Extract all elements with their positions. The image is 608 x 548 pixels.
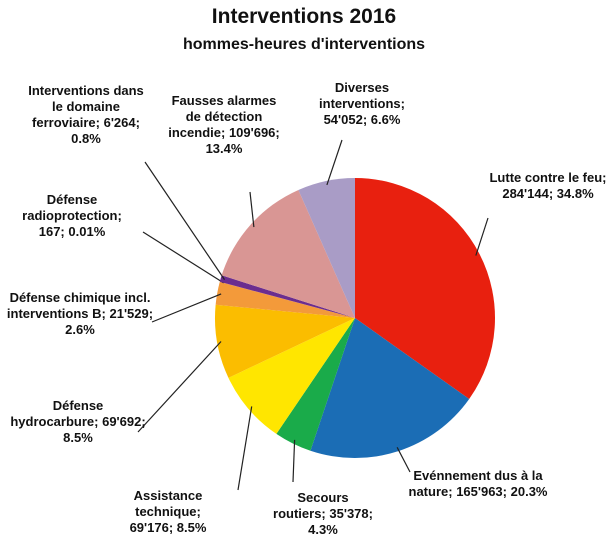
slice-label: Assistance technique; 69'176; 8.5% [113,488,223,536]
leader-line [144,161,226,280]
leader-line [142,231,224,284]
label-part: Secours routiers; [273,490,349,521]
leader-line [292,439,296,483]
pie-slice [215,304,355,378]
label-part: Interventions dans le domaine ferroviair… [28,83,144,130]
slice-label: Interventions dans le domaine ferroviair… [21,83,151,147]
leader-line [137,341,222,433]
slice-label: Défense radioprotection; 167; 0.01% [17,192,127,240]
label-part: 13.4% [205,141,243,156]
label-part: 69'176; [129,520,174,535]
label-part: 284'144; [502,186,554,201]
leader-line [326,139,343,186]
slice-label: Secours routiers; 35'378; 4.3% [273,490,373,538]
label-part: 34.8% [556,186,594,201]
label-part: 0.8% [71,131,101,146]
label-part: Diverses interventions; [319,80,405,111]
slice-label: Fausses alarmes de détection incendie; 1… [164,93,284,157]
label-part: Assistance technique; [133,488,203,519]
slice-label: Lutte contre le feu; 284'144; 34.8% [488,170,608,202]
label-part: 2.6% [65,322,95,337]
slice-label: Diverses interventions; 54'052; 6.6% [297,80,427,128]
pie-slice [276,318,355,451]
leader-line [237,406,253,491]
pie-slice [219,275,355,318]
slice-label: Défense chimique incl. interventions B; … [5,290,155,338]
pie-slice [310,318,470,458]
label-part: Evénnement dus à la nature; [408,468,543,499]
pie-slice [355,178,495,399]
label-part: 6'264; [103,115,140,130]
label-part: Défense chimique incl. interventions B; [6,290,151,321]
label-part: 109'696; [228,125,280,140]
slice-label: Défense hydrocarbure; 69'692; 8.5% [8,398,148,446]
chart-title: Interventions 2016 [211,5,397,28]
label-part: 167; [38,224,65,239]
leader-line [151,293,222,323]
leader-line [396,447,411,473]
label-part: 8.5% [63,430,93,445]
label-part: 165'963; [456,484,507,499]
label-part: 8.5% [176,520,207,535]
leader-line [249,191,255,228]
label-part: Fausses alarmes de détection incendie; [168,93,277,140]
pie-slice [298,178,355,318]
label-part: 20.3% [510,484,548,499]
label-part: Lutte contre le feu; [489,170,607,185]
pie-slice [215,281,355,318]
label-part: 35'378; [329,506,373,521]
label-part: 21'529; [109,306,154,321]
label-part: 6.6% [370,112,401,127]
label-part: Défense radioprotection; [22,192,122,223]
label-part: 69'692; [102,414,146,429]
label-part: 0.01% [68,224,106,239]
slice-label: Evénnement dus à la nature; 165'963; 20.… [408,468,548,500]
label-part: Défense hydrocarbure; [10,398,104,429]
leader-line [475,217,489,256]
pie-slice [219,281,355,318]
label-part: 4.3% [308,522,338,537]
label-part: 54'052; [323,112,368,127]
chart-subtitle: hommes-heures d'interventions [182,36,426,53]
pie-slice [221,189,355,318]
pie-slice [228,318,355,434]
